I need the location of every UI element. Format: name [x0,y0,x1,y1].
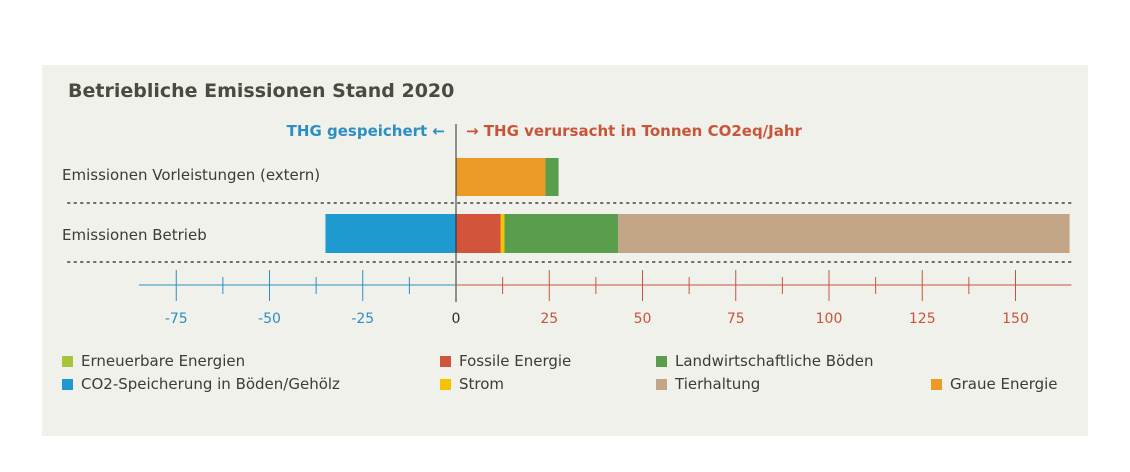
legend-label: Erneuerbare Energien [81,352,246,370]
bar-co2-speicherung-in-b-den-geh-lz-1 [325,214,456,253]
legend-swatch [440,378,451,390]
legend-label: Landwirtschaftliche Böden [675,352,874,370]
stored-ghg-header: THG gespeichert ← [286,122,445,140]
legend-swatch [656,378,667,390]
legend-swatch [931,378,942,390]
legend-swatch [62,355,73,367]
x-tick-label: 125 [909,311,936,327]
legend-swatch [656,355,667,367]
bar-graue-energie-0 [456,158,546,196]
x-tick-label: 150 [1002,311,1029,327]
legend-label: Tierhaltung [675,375,761,393]
legend-item-co2-speicherung: CO2-Speicherung in Böden/Gehölz [62,375,340,393]
legend-swatch [62,378,73,390]
x-tick-label: -50 [258,311,281,327]
bar-fossile-energie-1 [456,214,501,253]
legend-item-erneuerbare: Erneuerbare Energien [62,352,245,370]
bar-strom-1 [500,214,505,253]
legend-item-landwirtschaft: Landwirtschaftliche Böden [656,352,874,370]
chart-title: Betriebliche Emissionen Stand 2020 [68,80,455,102]
x-tick-label: 100 [816,311,843,327]
x-tick-label: 25 [540,311,558,327]
x-tick-label: 50 [634,311,652,327]
category-label-betrieb: Emissionen Betrieb [62,226,207,244]
legend-item-fossile: Fossile Energie [440,352,571,370]
legend-label: CO2-Speicherung in Böden/Gehölz [81,375,340,393]
bar-landwirtschaftliche-b-den-0 [545,158,559,196]
category-label-vorleistungen: Emissionen Vorleistungen (extern) [62,166,321,184]
legend-item-tierhaltung: Tierhaltung [656,375,760,393]
legend-label: Strom [459,375,505,393]
bar-tierhaltung-1 [618,214,1070,253]
legend-label: Fossile Energie [459,352,572,370]
legend-item-graue-energie: Graue Energie [931,375,1058,393]
bar-landwirtschaftliche-b-den-1 [504,214,619,253]
legend-label: Graue Energie [950,375,1058,393]
x-tick-label: -75 [165,311,188,327]
x-tick-label: -25 [351,311,374,327]
legend-swatch [440,355,451,367]
legend-item-strom: Strom [440,375,504,393]
caused-ghg-header: → THG verursacht in Tonnen CO2eq/Jahr [466,122,802,140]
x-tick-label: 0 [452,311,461,327]
x-tick-label: 75 [727,311,745,327]
